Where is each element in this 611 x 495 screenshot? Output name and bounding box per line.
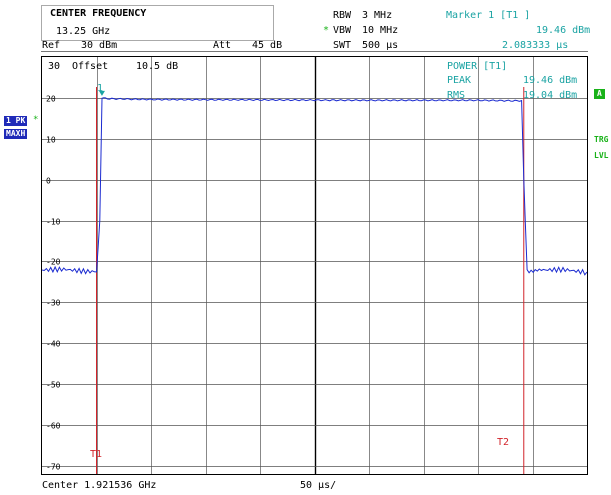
ref-tick-label: 30 <box>48 61 61 72</box>
rbw-value: 3 MHz <box>362 10 393 21</box>
y-tick-label: -30 <box>46 299 61 308</box>
level-indicator: LVL <box>594 151 609 160</box>
y-tick-label: 20 <box>46 95 56 104</box>
attenuation-label: Att <box>213 40 232 51</box>
ref-level-value: 30 dBm <box>81 40 118 51</box>
y-tick-label: -50 <box>46 381 61 390</box>
marker-number: 1 <box>97 83 104 94</box>
rms-value: 19.04 dBm <box>523 90 578 101</box>
y-tick-label: -20 <box>46 258 61 267</box>
trace-mode-badge[interactable]: 1 PK <box>4 116 28 126</box>
marker-time: 2.083333 µs <box>502 40 569 51</box>
rbw-label: RBW <box>333 10 352 21</box>
y-tick-label: -10 <box>46 218 61 227</box>
ref-level-label: Ref <box>42 40 61 51</box>
attenuation-value: 45 dB <box>252 40 283 51</box>
time-per-division: 50 µs/ <box>300 480 337 491</box>
y-tick-label: -70 <box>46 463 61 472</box>
trigger-indicator: TRG <box>594 135 609 144</box>
sweep-time-value: 500 µs <box>362 40 399 51</box>
peak-value: 19.46 dBm <box>523 75 578 86</box>
center-frequency-footer: Center 1.921536 GHz <box>42 480 157 491</box>
power-label: POWER [T1] <box>447 61 508 72</box>
trace-line <box>42 97 587 276</box>
marker-t1-label: T1 <box>90 449 103 460</box>
rms-label: RMS <box>447 90 466 101</box>
trace-display: 20 10 0 -10 -20 -30 -40 -50 -60 -70 <box>42 57 587 474</box>
trace-star: * <box>33 115 39 125</box>
marker-1-triangle <box>98 90 105 96</box>
vbw-coupled-star: * <box>323 25 330 36</box>
y-tick-label: -60 <box>46 422 61 431</box>
center-frequency-label: CENTER FREQUENCY <box>50 8 147 19</box>
header-separator <box>41 51 588 52</box>
peak-label: PEAK <box>447 75 472 86</box>
measurement-screen[interactable]: 20 10 0 -10 -20 -30 -40 -50 -60 -70 30 Offset 10.… <box>41 56 588 475</box>
marker-t2-label: T2 <box>497 437 510 448</box>
y-tick-label: 0 <box>46 177 51 186</box>
y-tick-label: 10 <box>46 136 56 145</box>
marker-title: Marker 1 [T1 ] <box>446 10 531 21</box>
center-frequency-value[interactable]: 13.25 GHz <box>56 26 111 37</box>
y-tick-label: -40 <box>46 340 61 349</box>
trace-detector-badge[interactable]: MAXH <box>4 129 28 139</box>
offset-value: 10.5 dB <box>136 61 179 72</box>
green-a-badge: A <box>594 89 605 99</box>
sweep-time-label: SWT <box>333 40 352 51</box>
offset-label: Offset <box>72 61 109 72</box>
center-frequency-box[interactable] <box>41 5 274 41</box>
vbw-value: 10 MHz <box>362 25 399 36</box>
vbw-label: VBW <box>333 25 352 36</box>
marker-level: 19.46 dBm <box>536 25 591 36</box>
